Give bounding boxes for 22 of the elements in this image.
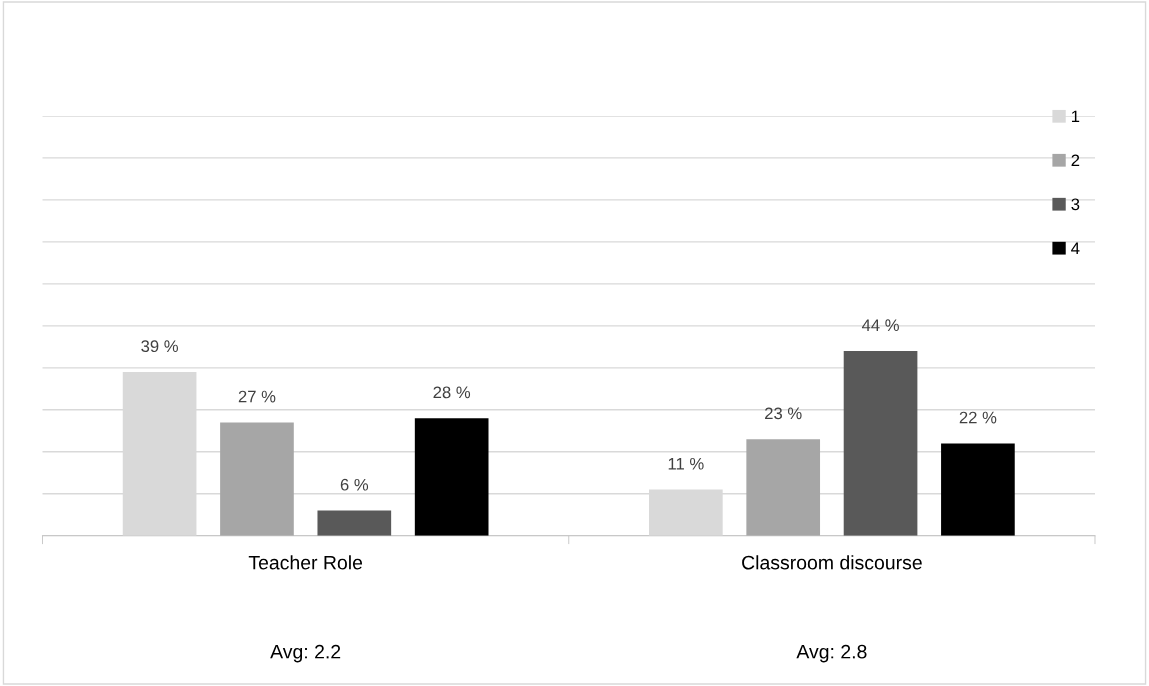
data-label: 11 % bbox=[668, 457, 704, 470]
bar bbox=[746, 439, 821, 536]
data-label: 22 % bbox=[959, 411, 997, 424]
legend-label: 4 bbox=[1071, 242, 1080, 254]
x-tick-label: Teacher Role bbox=[248, 555, 363, 570]
bar bbox=[414, 418, 489, 536]
bar bbox=[317, 510, 392, 536]
data-label: 28 % bbox=[433, 386, 471, 399]
data-label: 44 % bbox=[861, 319, 899, 332]
legend-label: 1 bbox=[1072, 110, 1080, 123]
legend-label: 3 bbox=[1071, 198, 1080, 211]
data-label: 23 % bbox=[765, 407, 802, 420]
data-label: 6 % bbox=[340, 478, 369, 491]
bar bbox=[941, 443, 1015, 536]
text: Avg: 2.8 bbox=[796, 644, 867, 663]
text: Avg: 2.2 bbox=[270, 644, 341, 663]
bar bbox=[843, 351, 918, 536]
data-label: 27 % bbox=[238, 390, 276, 403]
x-tick-label: Classroom discourse bbox=[742, 555, 922, 570]
bar bbox=[220, 422, 294, 536]
legend-label: 2 bbox=[1071, 154, 1080, 167]
data-label: 39 % bbox=[141, 340, 178, 353]
